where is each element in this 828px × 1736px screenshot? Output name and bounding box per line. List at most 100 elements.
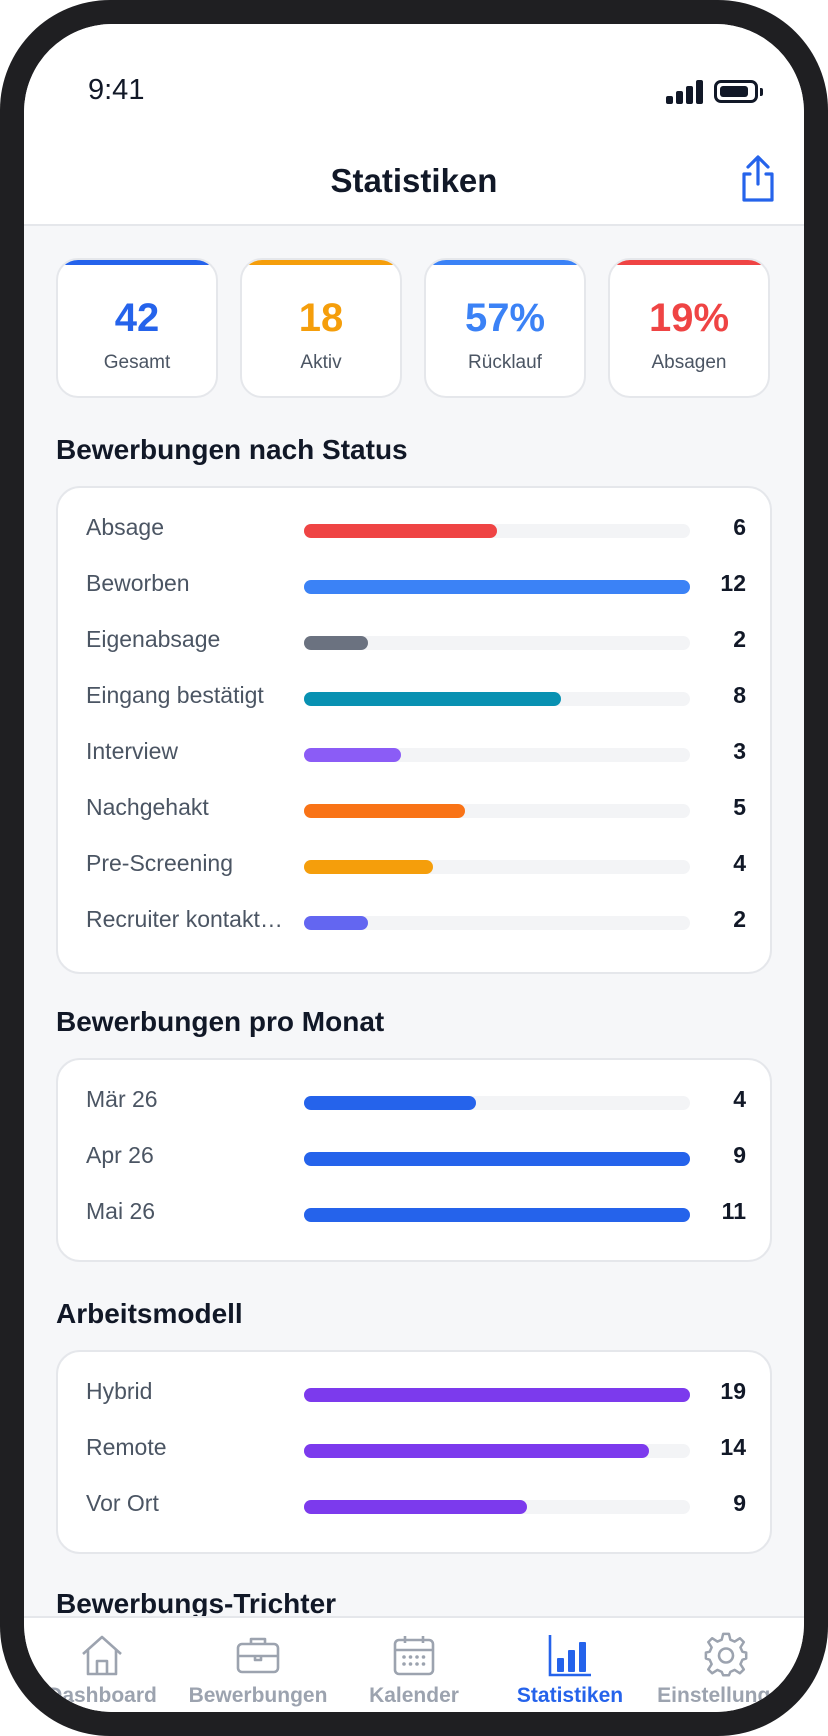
- bar-track: [304, 1208, 690, 1222]
- app-header: Statistiken: [24, 134, 804, 226]
- tab-statistiken[interactable]: Statistiken: [492, 1618, 648, 1712]
- bar-fill: [304, 580, 690, 594]
- tab-label: Einstellungen: [657, 1684, 795, 1707]
- gear-icon: [704, 1632, 748, 1677]
- kpi-row: 42 Gesamt 18 Aktiv 57% Rücklauf 19% Absa…: [56, 258, 772, 398]
- bar-fill: [304, 1208, 690, 1222]
- kpi-value: 18: [298, 296, 344, 340]
- bar-fill: [304, 636, 369, 650]
- bar-count: 9: [733, 1142, 746, 1168]
- tab-label: Bewerbungen: [188, 1684, 328, 1707]
- bar-fill: [304, 524, 497, 538]
- bar-fill: [304, 692, 562, 706]
- bar-count: 2: [733, 626, 746, 652]
- bar-label: Mär 26: [86, 1086, 158, 1112]
- statistics-content: 42 Gesamt 18 Aktiv 57% Rücklauf 19% Absa…: [24, 228, 804, 1616]
- kpi-accent: [242, 260, 400, 265]
- kpi-card-ruecklauf: 57% Rücklauf: [424, 258, 586, 398]
- bar-track: [304, 580, 690, 594]
- tab-einstellungen[interactable]: Einstellungen: [648, 1618, 804, 1712]
- bar-row: Eigenabsage 2: [58, 622, 774, 662]
- bar-label: Hybrid: [86, 1378, 153, 1404]
- bar-track: [304, 804, 690, 818]
- bar-label: Interview: [86, 738, 179, 764]
- tab-kalender[interactable]: Kalender: [336, 1618, 492, 1712]
- bar-fill: [304, 804, 465, 818]
- bar-label: Apr 26: [86, 1142, 154, 1168]
- signal-icon: [666, 80, 703, 104]
- bar-row: Mär 26 4: [58, 1082, 774, 1122]
- section-title-status: Bewerbungen nach Status: [56, 434, 408, 465]
- calendar-icon: [393, 1636, 435, 1676]
- bar-count: 8: [733, 682, 746, 708]
- status-bar: 9:41: [24, 24, 804, 134]
- kpi-card-aktiv: 18 Aktiv: [240, 258, 402, 398]
- kpi-label: Gesamt: [103, 352, 171, 373]
- kpi-label: Aktiv: [300, 352, 342, 373]
- bar-count: 3: [733, 738, 746, 764]
- bar-row: Mai 26 11: [58, 1194, 774, 1234]
- kpi-value: 57%: [464, 296, 546, 340]
- bar-count: 4: [733, 850, 746, 876]
- page-title: Statistiken: [330, 162, 498, 199]
- bar-count: 9: [733, 1490, 746, 1516]
- bar-row: Eingang bestätigt 8: [58, 678, 774, 718]
- section-title-monthly: Bewerbungen pro Monat: [56, 1006, 385, 1037]
- briefcase-icon: [236, 1637, 280, 1674]
- share-button[interactable]: [736, 154, 780, 204]
- tab-bewerbungen[interactable]: Bewerbungen: [180, 1618, 336, 1712]
- kpi-label: Rücklauf: [468, 352, 542, 373]
- bar-label: Pre-Screening: [86, 850, 234, 876]
- share-icon: [742, 155, 774, 202]
- home-icon: [82, 1635, 122, 1676]
- bar-track: [304, 1096, 690, 1110]
- bar-row: Interview 3: [58, 734, 774, 774]
- bar-label: Recruiter kontakt…: [86, 906, 283, 932]
- bar-label: Remote: [86, 1434, 167, 1460]
- bar-track: [304, 1152, 690, 1166]
- tab-dashboard[interactable]: Dashboard: [24, 1618, 180, 1712]
- bar-row: Nachgehakt 5: [58, 790, 774, 830]
- bar-count: 2: [733, 906, 746, 932]
- monthly-card: Mär 26 4 Apr 26 9 Mai 26 11: [56, 1058, 772, 1262]
- bar-row: Beworben 12: [58, 566, 774, 606]
- bar-fill: [304, 860, 433, 874]
- screen: 9:41 Statistiken 42 Gesamt: [24, 24, 804, 1712]
- bar-count: 12: [720, 570, 746, 596]
- section-title-funnel: Bewerbungs-Trichter: [56, 1588, 337, 1616]
- bar-chart-icon: [548, 1635, 591, 1677]
- bar-label: Beworben: [86, 570, 190, 596]
- tab-label: Dashboard: [47, 1684, 157, 1707]
- bar-count: 19: [720, 1378, 746, 1404]
- bar-label: Absage: [86, 514, 165, 540]
- kpi-value: 42: [114, 296, 160, 340]
- bar-track: [304, 1500, 690, 1514]
- bar-label: Eigenabsage: [86, 626, 221, 652]
- bar-fill: [304, 1096, 476, 1110]
- kpi-value: 19%: [648, 296, 730, 340]
- tab-label: Statistiken: [516, 1684, 624, 1707]
- bar-fill: [304, 1444, 650, 1458]
- kpi-accent: [58, 260, 216, 265]
- bar-fill: [304, 916, 369, 930]
- battery-icon: [714, 80, 763, 103]
- status-card: Absage 6 Beworben 12 Eigenabsage 2 Eingang bes…: [56, 486, 772, 974]
- bar-row: Recruiter kontakt… 2: [58, 902, 774, 942]
- bar-label: Vor Ort: [86, 1490, 159, 1516]
- section-title-work-model: Arbeitsmodell: [56, 1298, 243, 1329]
- bar-row: Apr 26 9: [58, 1138, 774, 1178]
- kpi-accent: [610, 260, 768, 265]
- kpi-accent: [426, 260, 584, 265]
- kpi-label: Absagen: [651, 352, 727, 373]
- bar-count: 14: [720, 1434, 746, 1460]
- bar-label: Eingang bestätigt: [86, 682, 264, 708]
- bar-track: [304, 1444, 690, 1458]
- bar-label: Mai 26: [86, 1198, 156, 1224]
- status-time: 9:41: [88, 74, 145, 106]
- kpi-card-absagen: 19% Absagen: [608, 258, 770, 398]
- bar-row: Vor Ort 9: [58, 1486, 774, 1526]
- bar-track: [304, 636, 690, 650]
- tab-bar: Dashboard Bewerbungen Kalender Statistik…: [24, 1616, 804, 1712]
- bar-track: [304, 1388, 690, 1402]
- bar-row: Pre-Screening 4: [58, 846, 774, 886]
